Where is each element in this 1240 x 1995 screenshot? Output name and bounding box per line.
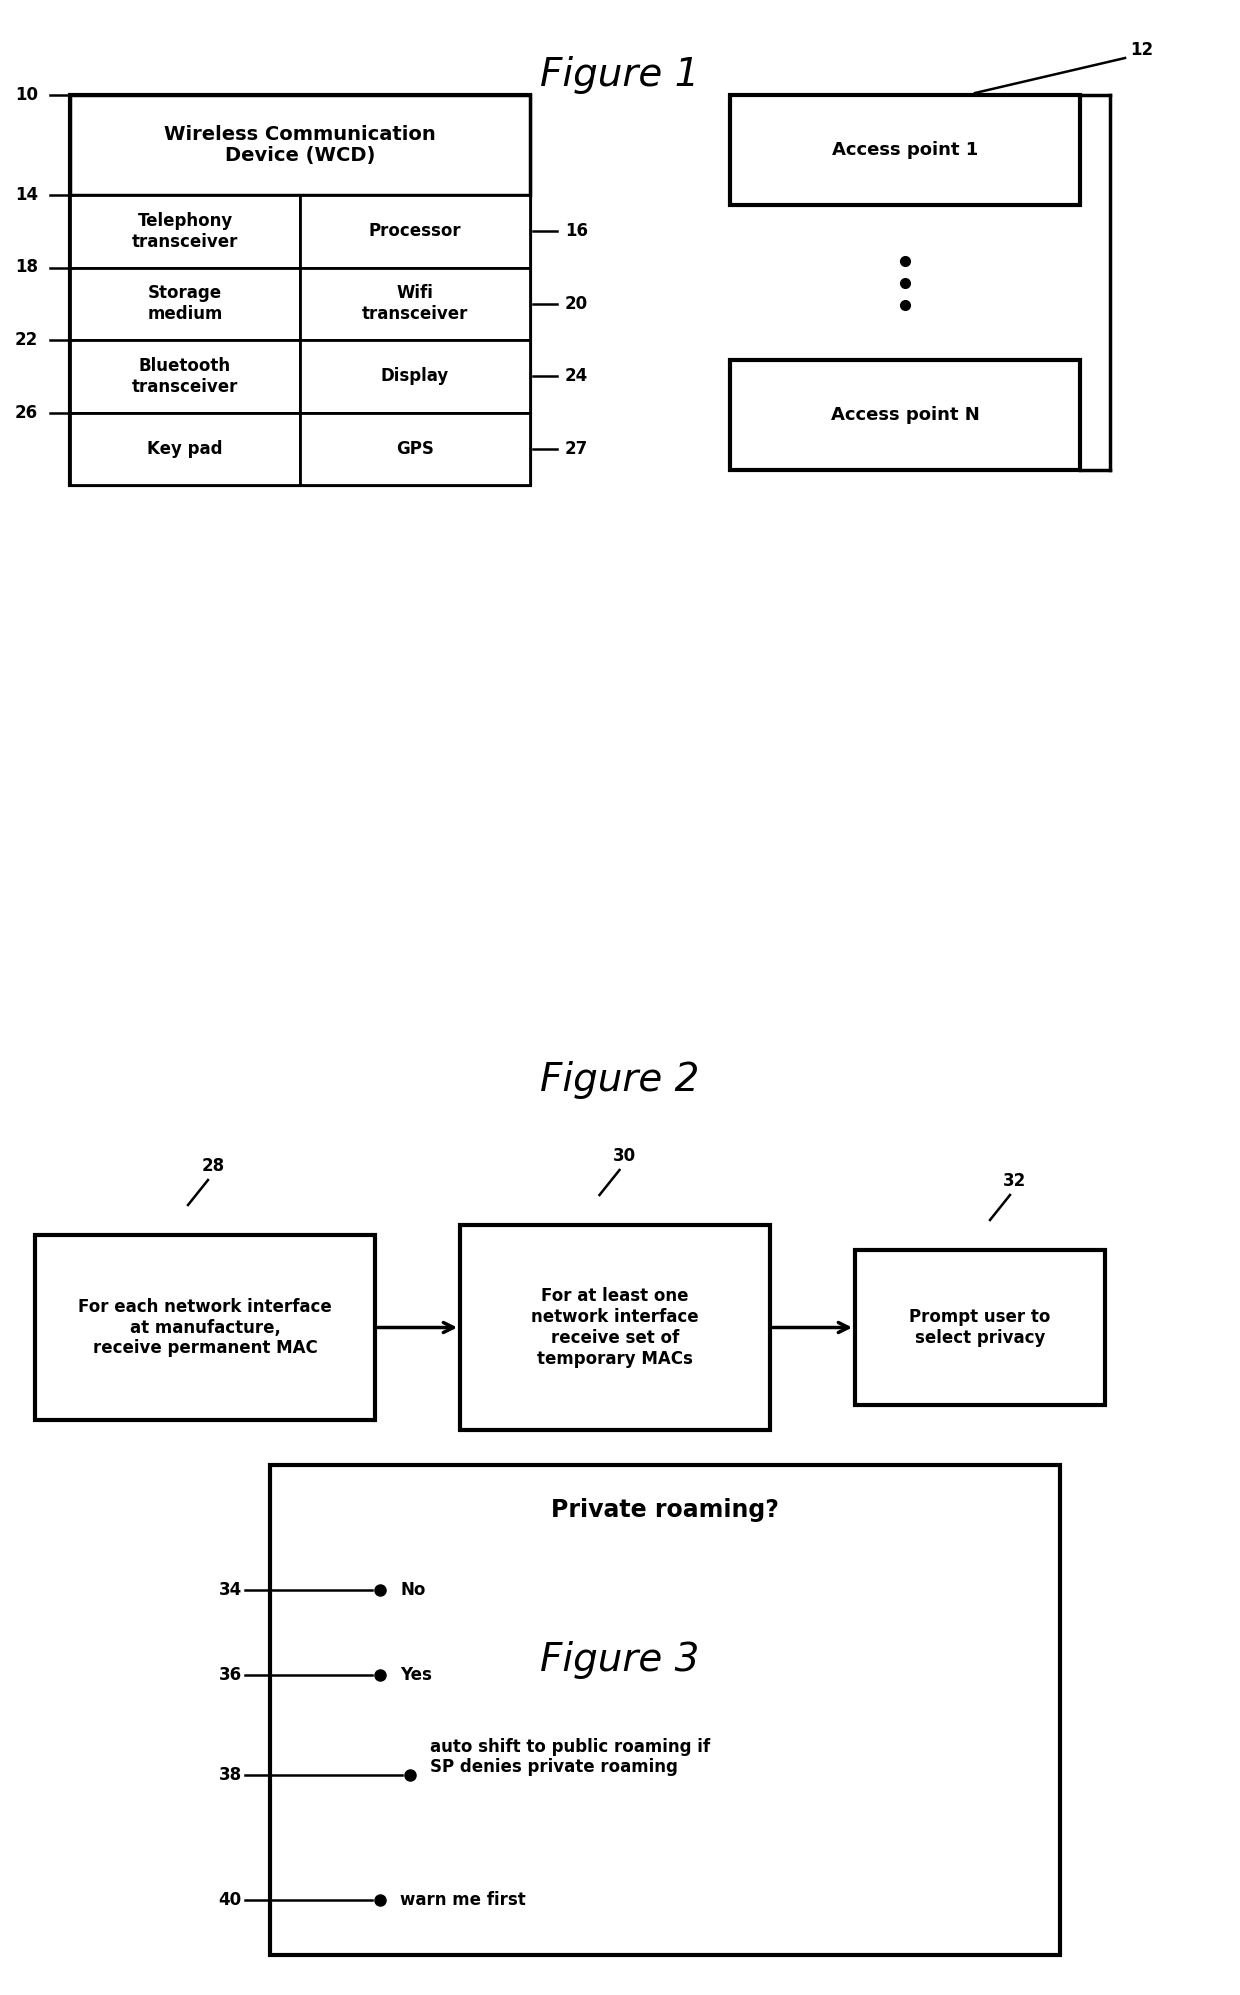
Text: Access point N: Access point N bbox=[831, 407, 980, 425]
Text: 24: 24 bbox=[565, 367, 588, 385]
Text: Figure 1: Figure 1 bbox=[541, 56, 699, 94]
Text: Figure 2: Figure 2 bbox=[541, 1061, 699, 1099]
Text: No: No bbox=[401, 1580, 425, 1600]
Text: 10: 10 bbox=[15, 86, 38, 104]
Text: 14: 14 bbox=[15, 186, 38, 203]
Text: Access point 1: Access point 1 bbox=[832, 142, 978, 160]
Bar bbox=[730, 96, 1080, 205]
Text: 16: 16 bbox=[565, 221, 588, 239]
Text: Yes: Yes bbox=[401, 1666, 432, 1684]
Text: For each network interface
at manufacture,
receive permanent MAC: For each network interface at manufactur… bbox=[78, 1297, 332, 1357]
Text: 28: 28 bbox=[201, 1157, 224, 1175]
Text: 30: 30 bbox=[613, 1147, 636, 1165]
Bar bbox=[730, 359, 1080, 471]
Bar bbox=[69, 339, 300, 413]
Text: 18: 18 bbox=[15, 259, 38, 277]
Text: Storage
medium: Storage medium bbox=[148, 285, 223, 323]
Bar bbox=[270, 1464, 1060, 1955]
Text: 27: 27 bbox=[565, 439, 588, 457]
Bar bbox=[300, 339, 529, 413]
Bar bbox=[300, 267, 529, 339]
Text: Processor: Processor bbox=[368, 221, 461, 239]
Text: 40: 40 bbox=[218, 1891, 242, 1909]
Text: Telephony
transceiver: Telephony transceiver bbox=[131, 211, 238, 251]
Text: warn me first: warn me first bbox=[401, 1891, 526, 1909]
Text: Figure 3: Figure 3 bbox=[541, 1642, 699, 1680]
Text: Display: Display bbox=[381, 367, 449, 385]
Text: Key pad: Key pad bbox=[148, 439, 223, 457]
Bar bbox=[460, 1225, 770, 1430]
Bar bbox=[69, 96, 529, 196]
Text: Private roaming?: Private roaming? bbox=[551, 1498, 779, 1522]
Bar bbox=[300, 413, 529, 485]
Bar bbox=[69, 413, 300, 485]
Text: For at least one
network interface
receive set of
temporary MACs: For at least one network interface recei… bbox=[531, 1287, 699, 1369]
Text: auto shift to public roaming if
SP denies private roaming: auto shift to public roaming if SP denie… bbox=[430, 1738, 711, 1776]
Text: 36: 36 bbox=[218, 1666, 242, 1684]
Text: 22: 22 bbox=[15, 331, 38, 349]
Text: Bluetooth
transceiver: Bluetooth transceiver bbox=[131, 357, 238, 395]
Bar bbox=[69, 267, 300, 339]
Text: GPS: GPS bbox=[396, 439, 434, 457]
Text: Prompt user to
select privacy: Prompt user to select privacy bbox=[909, 1309, 1050, 1347]
Text: 32: 32 bbox=[1003, 1171, 1027, 1189]
Text: 20: 20 bbox=[565, 295, 588, 313]
Bar bbox=[856, 1251, 1105, 1404]
Text: Wireless Communication
Device (WCD): Wireless Communication Device (WCD) bbox=[164, 124, 436, 166]
Bar bbox=[35, 1235, 374, 1420]
Text: 26: 26 bbox=[15, 403, 38, 421]
Bar bbox=[69, 196, 300, 267]
Text: Wifi
transceiver: Wifi transceiver bbox=[362, 285, 469, 323]
Bar bbox=[300, 196, 529, 267]
Bar bbox=[69, 96, 529, 485]
Text: 38: 38 bbox=[218, 1766, 242, 1784]
Text: 12: 12 bbox=[1130, 42, 1153, 60]
Text: 34: 34 bbox=[218, 1580, 242, 1600]
